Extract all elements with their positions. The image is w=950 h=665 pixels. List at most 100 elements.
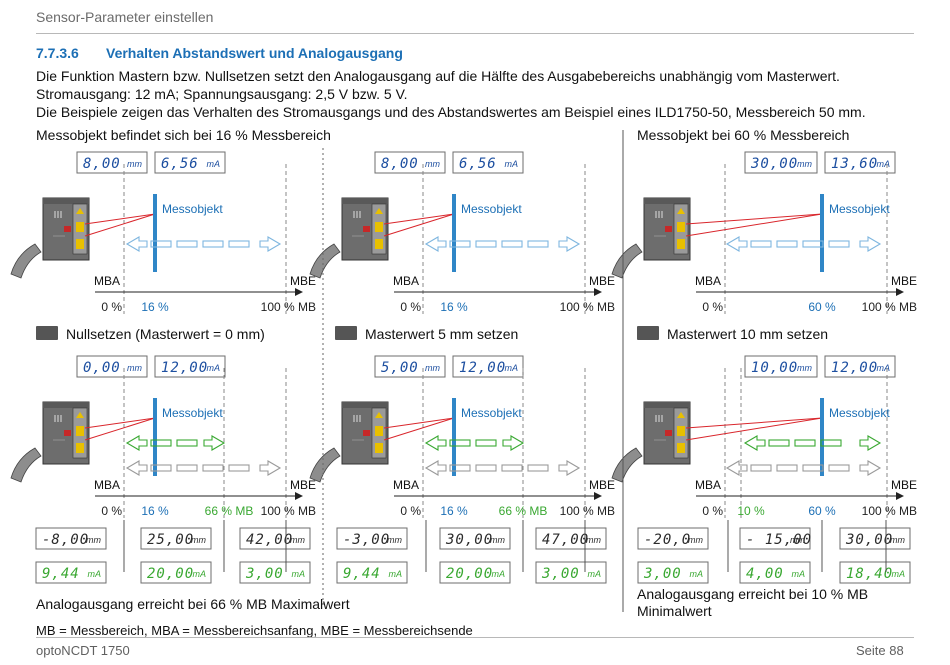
lcd-a-bot-ma-0-value: 9,44 — [42, 566, 80, 582]
range-arrow-head-left — [725, 460, 748, 476]
range-arrow-head-right — [859, 236, 882, 252]
laser-beam — [685, 213, 823, 225]
zero-percent: 0 % — [702, 300, 723, 314]
laser-beam — [685, 417, 823, 441]
range-arrow-head-left — [725, 236, 748, 252]
green-range-arrow-head-left — [743, 435, 766, 451]
lcd-a-bot-ma-1-unit: mA — [193, 569, 207, 579]
lcd-b-bot-ma-1-unit: mA — [492, 569, 506, 579]
lcd-a-mid-ma-unit: mA — [207, 363, 221, 373]
footer-page: Seite 88 — [856, 643, 904, 658]
range-arrow-seg — [802, 240, 824, 248]
section-number: 7.7.3.6 — [36, 45, 79, 61]
step-arrow-icon — [335, 326, 357, 340]
laser-beam — [84, 417, 156, 429]
section-title: Verhalten Abstandswert und Analogausgang — [106, 45, 403, 61]
lcd-a-top-ma-value: 6,56 — [161, 156, 199, 172]
hundred-percent: 100 % MB — [862, 300, 917, 314]
mbe-label: MBE — [891, 478, 917, 492]
laser-beam — [383, 213, 455, 237]
messobjekt-label: Messobjekt — [461, 202, 522, 216]
lcd-c-bot-ma-2-frame — [839, 561, 911, 584]
lcd-a-bot-mm-0-unit: mm — [86, 535, 101, 545]
lcd-b-bot-ma-2-frame — [535, 561, 607, 584]
lcd-c-bot-ma-1-unit: mA — [792, 569, 806, 579]
mba-label: MBA — [695, 478, 721, 492]
lcd-c-mid-mm-value: 10,00 — [751, 360, 798, 376]
step-b-label: Masterwert 5 mm setzen — [365, 326, 519, 342]
right-column-title: Messobjekt bei 60 % Messbereich — [637, 127, 850, 143]
lcd-b-mid-ma-frame — [452, 355, 524, 378]
lcd-c-bot-ma-1-frame — [739, 561, 811, 584]
range-arrow-head-right — [859, 460, 882, 476]
lcd-a-bot-mm-2-frame — [239, 527, 311, 550]
lcd-a-mid-mm-value: 0,00 — [83, 360, 121, 376]
lcd-c-bot-mm-0-frame — [637, 527, 709, 550]
lcd-b-top-mm-value: 8,00 — [381, 156, 419, 172]
running-header: Sensor-Parameter einstellen — [36, 9, 214, 25]
footer-product: optoNCDT 1750 — [36, 643, 130, 658]
range-arrow-head-right — [558, 460, 581, 476]
hundred-percent: 100 % MB — [261, 300, 316, 314]
range-arrow-seg — [228, 464, 250, 472]
legend-text: MB = Messbereich, MBA = Messbereichsanfa… — [36, 623, 473, 638]
lcd-b-mid-mm-unit: mm — [425, 363, 440, 373]
range-arrow-seg — [527, 240, 549, 248]
lcd-b-mid-mm-frame — [374, 355, 446, 378]
lcd-c-top-mm-unit: mm — [797, 159, 812, 169]
lcd-c-bot-mm-0-value: -20,0 — [644, 532, 691, 548]
note-c-line1: Analogausgang erreicht bei 10 % MB — [637, 586, 869, 602]
range-arrow-head-left — [424, 236, 447, 252]
axis-arrow — [295, 288, 303, 296]
green-range-arrow-head-left — [424, 435, 447, 451]
lcd-c-top-ma-value: 13,60 — [831, 156, 878, 172]
target-bar — [153, 194, 157, 272]
axis-arrow — [594, 288, 602, 296]
lcd-b-bot-mm-2-frame — [535, 527, 607, 550]
range-arrow-seg — [501, 464, 523, 472]
messobjekt-label: Messobjekt — [829, 406, 890, 420]
range-arrow-head-right — [259, 236, 282, 252]
range-arrow-seg — [176, 464, 198, 472]
mbe-label: MBE — [589, 478, 615, 492]
hundred-percent: 100 % MB — [261, 504, 316, 518]
lcd-c-mid-mm-frame — [744, 355, 818, 378]
lcd-c-bot-mm-2-unit: mm — [890, 535, 905, 545]
range-arrow-seg — [475, 464, 497, 472]
lcd-c-bot-mm-2-value: 30,00 — [845, 532, 893, 548]
lcd-c-mid-ma-frame — [824, 355, 896, 378]
laser-beam — [383, 417, 455, 441]
target-bar — [820, 194, 824, 272]
mba-label: MBA — [393, 274, 419, 288]
lcd-a-bot-mm-0-frame — [35, 527, 107, 550]
target-bar — [153, 398, 157, 476]
lcd-a-bot-ma-1-value: 20,00 — [147, 566, 194, 582]
lcd-b-bot-mm-1-value: 30,00 — [445, 532, 493, 548]
lcd-b-top-mm-unit: mm — [425, 159, 440, 169]
lcd-b-top-ma-value: 6,56 — [459, 156, 497, 172]
axis-arrow — [896, 288, 904, 296]
range-arrow-seg — [449, 464, 471, 472]
range-arrow-seg — [150, 240, 172, 248]
laser-beam — [84, 213, 156, 237]
lcd-b-bot-mm-0-frame — [336, 527, 408, 550]
range-arrow-seg — [150, 464, 172, 472]
axis-arrow — [295, 492, 303, 500]
green-range-arrow-head-left — [125, 435, 148, 451]
zero-percent: 0 % — [400, 300, 421, 314]
position-percent: 16 % — [440, 504, 468, 518]
lcd-a-bot-ma-2-frame — [239, 561, 311, 584]
target-bar — [452, 194, 456, 272]
green-range-arrow-seg — [150, 439, 172, 447]
lcd-b-bot-mm-1-frame — [439, 527, 511, 550]
step-arrow-icon — [36, 326, 58, 340]
step-arrow-icon — [637, 326, 659, 340]
lcd-b-bot-ma-0-value: 9,44 — [343, 566, 381, 582]
hundred-percent: 100 % MB — [560, 504, 615, 518]
zero-percent: 0 % — [101, 504, 122, 518]
green-range-arrow-seg — [768, 439, 790, 447]
lcd-a-top-ma-unit: mA — [207, 159, 221, 169]
green-range-arrow-seg — [176, 439, 198, 447]
